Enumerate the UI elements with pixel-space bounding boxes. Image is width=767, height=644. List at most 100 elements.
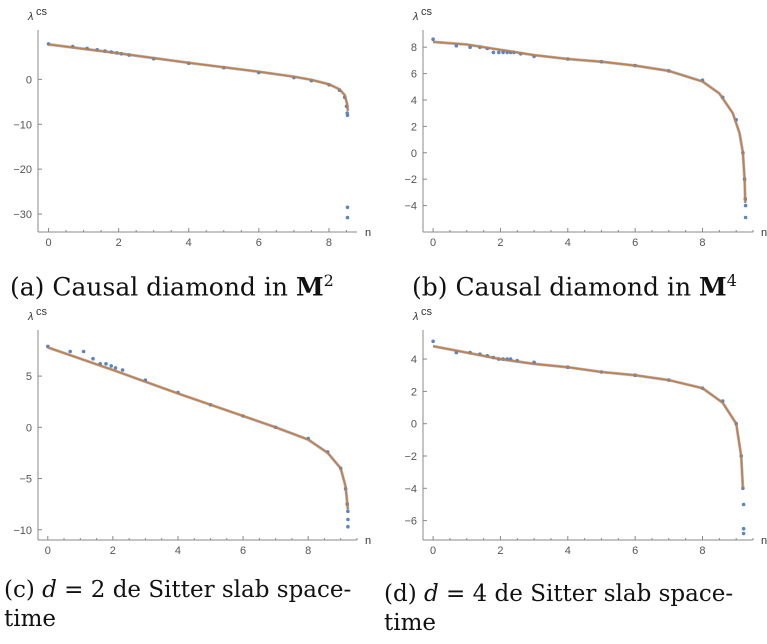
y-axis-label: λ <box>27 11 33 23</box>
caption-a-math: M <box>295 272 324 302</box>
data-dense-band <box>432 40 747 204</box>
data-point <box>346 517 350 522</box>
data-point <box>491 50 496 55</box>
data-point <box>454 44 459 48</box>
y-tick-label: −10 <box>13 119 32 131</box>
y-tick-label: 2 <box>411 386 417 398</box>
x-tick-label: 6 <box>256 237 262 249</box>
caption-d-prefix: (d) <box>384 581 424 607</box>
x-axis-label: n <box>761 535 767 547</box>
data-point <box>468 45 472 49</box>
data-point <box>501 50 505 55</box>
x-tick-label: 4 <box>175 545 181 557</box>
data-point <box>120 368 125 372</box>
y-tick-label: −30 <box>13 209 32 221</box>
panel-b: 0 2 4 6 8 8 6 4 2 0 −2 −4 λ cs n <box>383 0 767 250</box>
x-axis-label: n <box>365 227 371 239</box>
caption-b-math: M <box>699 272 727 302</box>
caption-c-prefix: (c) <box>4 577 43 603</box>
x-tick-label: 0 <box>45 545 51 557</box>
x-tick-label: 2 <box>116 237 122 249</box>
x-axis-label: n <box>761 227 767 239</box>
y-tick-label: 0 <box>26 422 32 434</box>
x-tick-label: 8 <box>305 545 311 557</box>
caption-b: (b) Causal diamond in M4 <box>412 266 737 301</box>
data-point <box>743 215 748 220</box>
data-dense-band <box>432 344 745 489</box>
y-tick-label: −6 <box>404 516 417 528</box>
data-point <box>345 205 350 210</box>
x-tick-label: 6 <box>240 545 246 557</box>
caption-b-prefix: (b) Causal diamond in <box>412 272 700 302</box>
data-point <box>743 203 748 208</box>
data-point <box>454 350 459 355</box>
x-tick-label: 0 <box>430 545 436 557</box>
y-tick-label: 0 <box>26 74 32 86</box>
caption-c-var: d <box>42 577 57 603</box>
data-point <box>345 215 350 220</box>
data-dense-band <box>47 345 350 510</box>
x-tick-label: 2 <box>497 237 503 249</box>
caption-b-sup: 4 <box>726 271 737 290</box>
y-tick-label: −20 <box>13 164 32 176</box>
y-tick-label: 6 <box>411 69 417 81</box>
x-tick-label: 6 <box>632 237 638 249</box>
caption-d-rest: = 4 de Sitter slab space- <box>438 581 734 607</box>
data-point <box>741 526 746 531</box>
y-tick-label: −5 <box>19 474 32 486</box>
y-tick-label: 0 <box>411 148 417 160</box>
chart-a: 0 2 4 6 8 0 −10 −20 −30 λ cs n <box>13 6 371 249</box>
y-axis-label: λ <box>412 311 418 323</box>
caption-a-sup: 2 <box>323 271 334 290</box>
x-tick-label: 4 <box>565 545 571 557</box>
data-point <box>91 356 95 361</box>
x-tick-label: 0 <box>45 237 51 249</box>
caption-a-prefix: (a) Causal diamond in <box>10 272 296 302</box>
x-tick-label: 8 <box>699 545 705 557</box>
data-point <box>113 366 118 370</box>
caption-d-var: d <box>423 581 439 607</box>
caption-d: (d) d = 4 de Sitter slab space- time <box>384 580 733 638</box>
x-tick-label: 8 <box>699 237 705 249</box>
x-tick-label: 4 <box>186 237 192 249</box>
caption-c-rest: = 2 de Sitter slab space- <box>56 577 352 603</box>
data-point <box>104 362 108 366</box>
y-tick-label: 0 <box>411 419 417 431</box>
fit-line <box>433 41 747 204</box>
fit-line-overlay <box>47 346 349 510</box>
y-tick-label: −10 <box>13 525 32 537</box>
caption-a: (a) Causal diamond in M2 <box>10 266 334 301</box>
caption-d-line2: time <box>384 610 437 636</box>
panel-d: 0 2 4 6 8 4 2 0 −2 −4 −6 λ cs n <box>383 306 767 557</box>
chart-c: 0 2 4 6 8 5 0 −5 −10 λ cs n <box>13 306 371 557</box>
y-tick-label: −2 <box>404 174 417 186</box>
y-tick-label: −4 <box>404 483 417 495</box>
x-tick-label: 0 <box>430 237 436 249</box>
x-tick-label: 8 <box>326 237 332 249</box>
fit-line <box>47 346 349 510</box>
x-tick-label: 6 <box>632 545 638 557</box>
data-point <box>431 37 435 41</box>
fit-line-overlay <box>433 41 746 204</box>
y-axis-label-sup: cs <box>36 6 48 18</box>
x-tick-label: 2 <box>497 545 503 557</box>
y-axis-label-sup: cs <box>421 306 433 318</box>
data-point <box>68 349 72 354</box>
y-tick-label: −4 <box>404 201 417 213</box>
y-tick-label: 2 <box>411 121 417 133</box>
chart-b: 0 2 4 6 8 8 6 4 2 0 −2 −4 λ cs n <box>404 6 767 249</box>
y-axis-label: λ <box>27 311 33 323</box>
x-axis-label: n <box>365 535 371 547</box>
fit-line-overlay <box>432 345 744 489</box>
fit-line-overlay <box>48 43 349 111</box>
y-tick-label: −2 <box>404 451 417 463</box>
chart-d: 0 2 4 6 8 4 2 0 −2 −4 −6 λ cs n <box>404 306 767 557</box>
data-point <box>346 524 350 529</box>
caption-c: (c) d = 2 de Sitter slab space- time <box>4 576 351 634</box>
x-tick-label: 2 <box>110 545 116 557</box>
y-axis-label: λ <box>412 11 418 23</box>
y-axis-label-sup: cs <box>421 6 433 18</box>
caption-c-line2: time <box>4 606 57 632</box>
data-point <box>431 339 435 344</box>
data-point <box>741 531 746 536</box>
